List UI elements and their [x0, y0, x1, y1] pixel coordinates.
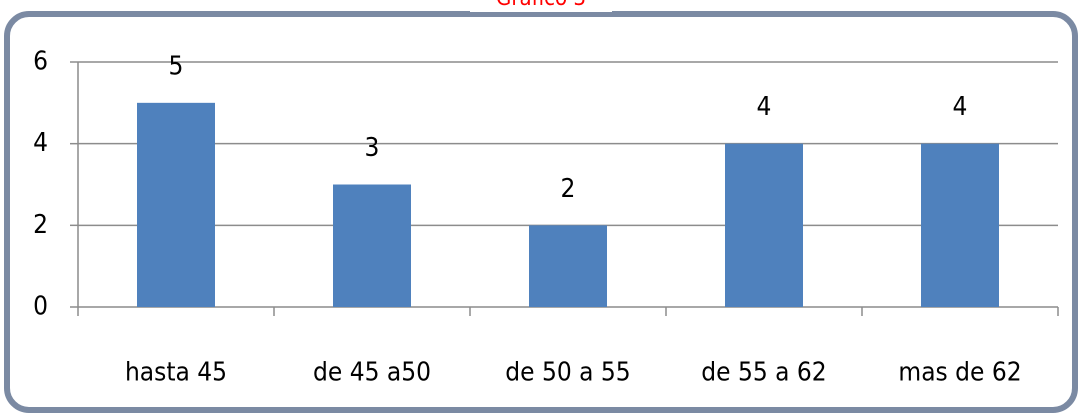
bar: [529, 225, 607, 307]
x-tick-label: hasta 45: [125, 358, 227, 388]
data-label: 4: [953, 92, 968, 122]
bar: [725, 143, 803, 307]
x-tick-label: de 55 a 62: [701, 358, 826, 388]
y-tick-label: 4: [33, 128, 48, 158]
x-tick-label: de 45 a50: [313, 358, 431, 388]
bar: [921, 143, 999, 307]
data-label: 2: [561, 174, 576, 204]
data-label: 5: [169, 51, 184, 81]
bar: [333, 184, 411, 307]
title-background: [470, 0, 612, 12]
data-label: 4: [757, 92, 772, 122]
y-tick-label: 0: [33, 292, 48, 322]
chart-title: Gráfico 3: [496, 0, 586, 11]
bar: [137, 102, 215, 307]
data-label: 3: [365, 133, 380, 163]
y-tick-label: 2: [33, 210, 48, 240]
y-tick-label: 6: [33, 47, 48, 77]
x-tick-label: mas de 62: [898, 358, 1021, 388]
x-tick-label: de 50 a 55: [505, 358, 630, 388]
